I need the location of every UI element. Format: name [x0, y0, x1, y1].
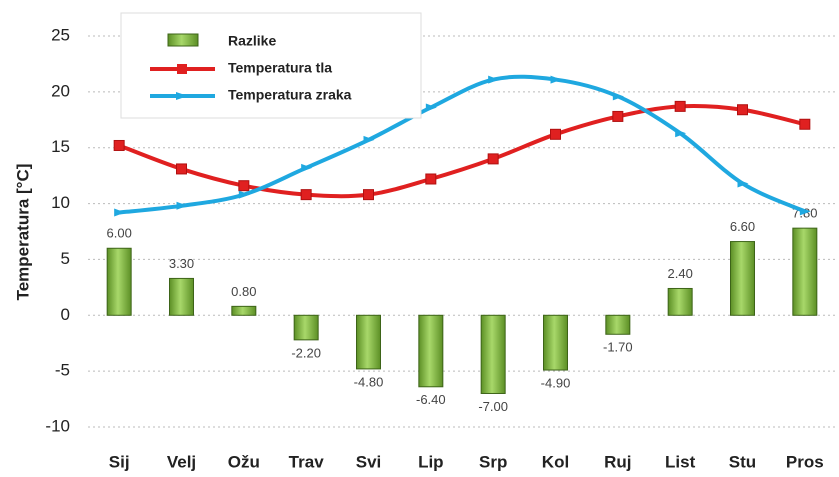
legend-swatch [167, 33, 199, 47]
bar [418, 314, 444, 388]
marker [487, 153, 499, 165]
marker [674, 100, 686, 112]
data-label: 6.00 [107, 226, 132, 241]
x-tick-label: Velj [167, 452, 196, 471]
x-tick-label: Ruj [604, 452, 631, 471]
y-tick-label: 25 [51, 25, 70, 44]
marker [675, 129, 687, 138]
data-label: -1.70 [603, 340, 633, 355]
bar [106, 247, 132, 316]
data-label: -4.90 [541, 375, 571, 390]
y-tick-label: 5 [61, 249, 70, 268]
legend-marker [177, 64, 187, 74]
data-label: -6.40 [416, 392, 446, 407]
data-label: -4.80 [354, 374, 384, 389]
marker [488, 75, 500, 84]
bar [667, 287, 693, 316]
marker [363, 189, 374, 201]
data-label: -7.00 [478, 399, 508, 414]
marker [114, 208, 126, 217]
marker [425, 103, 437, 112]
marker [550, 75, 562, 84]
x-tick-label: List [665, 452, 696, 471]
marker [612, 110, 624, 122]
bar [730, 241, 755, 316]
x-tick-label: Svi [356, 452, 382, 471]
marker [612, 92, 624, 101]
legend-label: Razlike [228, 33, 276, 49]
bar [792, 227, 818, 316]
marker [799, 118, 811, 130]
data-label: 0.80 [231, 284, 256, 299]
y-tick-label: 20 [51, 81, 70, 100]
y-tick-label: -10 [45, 416, 70, 435]
marker [113, 139, 125, 151]
bar [169, 277, 194, 316]
x-tick-label: Ožu [228, 452, 260, 471]
marker [550, 128, 561, 140]
data-label: 2.40 [668, 266, 693, 281]
marker [238, 180, 250, 192]
legend-label: Temperatura zraka [228, 87, 352, 103]
marker [737, 104, 748, 116]
legend-box [120, 12, 422, 119]
bar [293, 314, 319, 341]
bar [480, 314, 506, 394]
bar [356, 314, 381, 370]
marker [176, 201, 188, 210]
marker [301, 163, 313, 172]
x-tick-label: Stu [729, 452, 756, 471]
bar [231, 305, 257, 316]
bar [605, 314, 631, 335]
marker [363, 135, 375, 144]
x-tick-label: Kol [542, 452, 569, 471]
x-tick-label: Pros [786, 452, 824, 471]
bar [543, 314, 568, 371]
marker [799, 207, 811, 216]
y-tick-label: 15 [51, 137, 70, 156]
legend-label: Temperatura tla [228, 60, 332, 76]
marker [300, 189, 312, 201]
y-tick-label: 0 [61, 305, 70, 324]
marker [737, 179, 749, 188]
x-tick-label: Srp [479, 452, 507, 471]
marker [176, 163, 187, 175]
x-tick-label: Sij [109, 452, 130, 471]
y-axis-label: Temperatura [°C] [13, 164, 32, 301]
marker [238, 190, 250, 199]
data-label: 6.60 [730, 219, 755, 234]
data-label: 3.30 [169, 256, 194, 271]
y-tick-label: -5 [55, 361, 70, 380]
x-tick-label: Trav [289, 452, 325, 471]
x-tick-label: Lip [418, 452, 444, 471]
data-label: -2.20 [291, 345, 321, 360]
y-tick-label: 10 [51, 193, 70, 212]
marker [425, 173, 437, 185]
legend-marker [176, 92, 188, 100]
